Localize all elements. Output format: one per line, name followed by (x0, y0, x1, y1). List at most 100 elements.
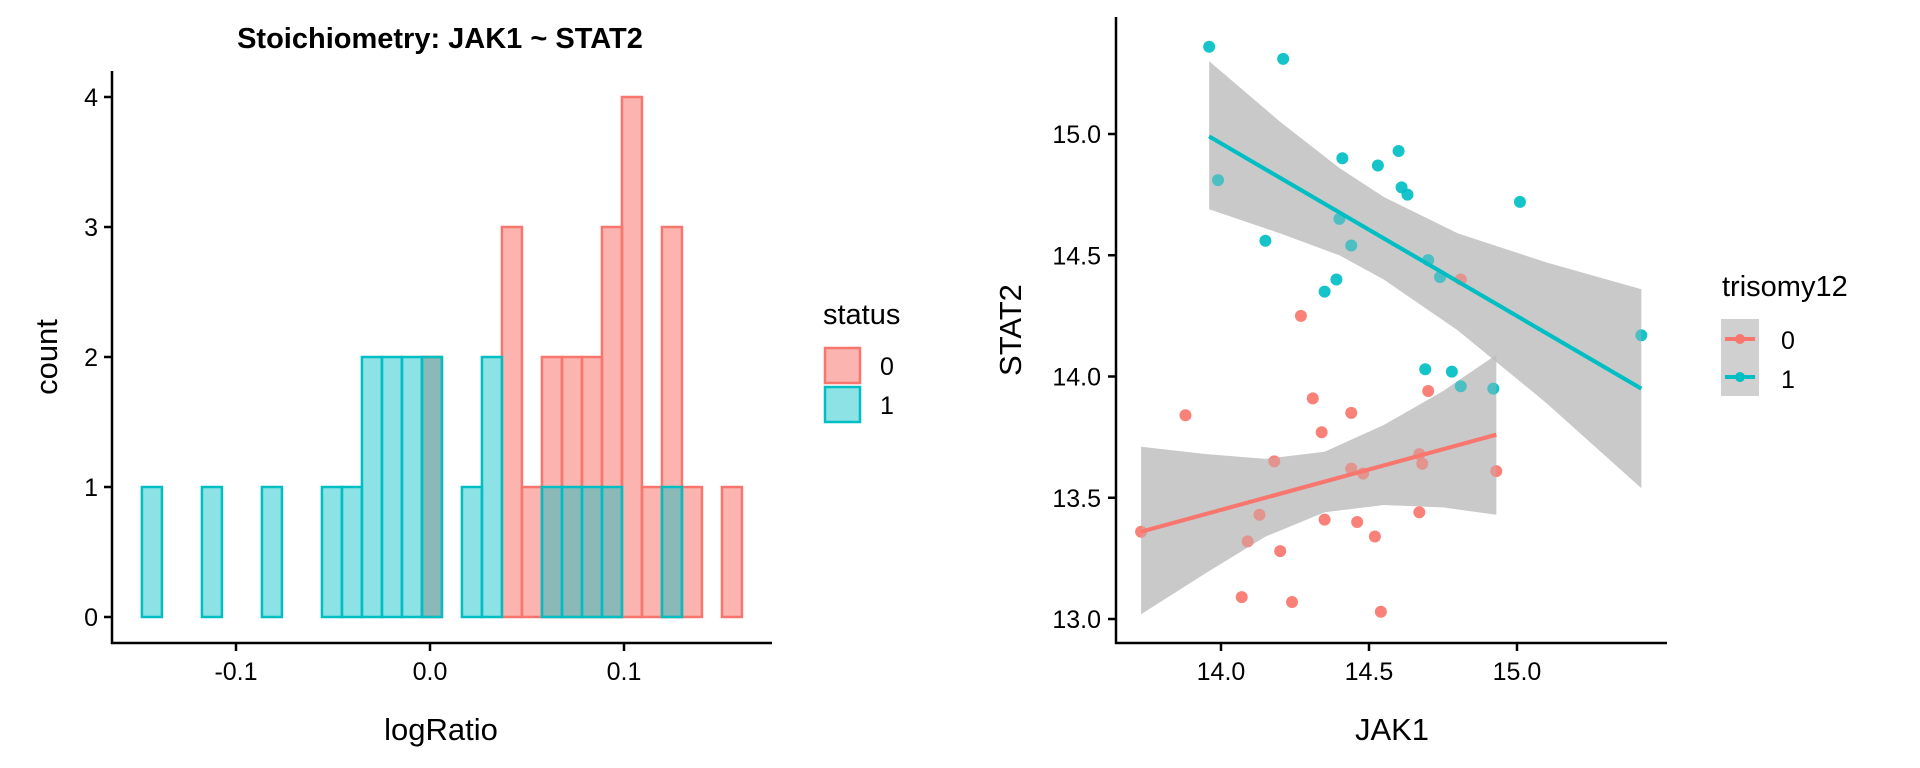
trisomy12-legend-label-1: 1 (1781, 366, 1795, 394)
histogram-x-tick-label: -0.1 (214, 658, 257, 686)
histogram-y-tick-label: 0 (84, 604, 98, 632)
scatter-y-axis-title: STAT2 (993, 284, 1028, 376)
scatter-x-tick-label: 14.5 (1345, 658, 1394, 686)
histogram-bar (640, 485, 664, 619)
data-point (1513, 195, 1526, 208)
trisomy12-legend: trisomy12 0 1 (1721, 271, 1848, 396)
data-point (1416, 457, 1429, 470)
data-point (1454, 380, 1467, 393)
histogram-bar (560, 485, 584, 619)
status-legend-label-1: 1 (880, 392, 894, 420)
trisomy12-legend-point-0 (1735, 334, 1745, 344)
histogram-bar (420, 355, 444, 619)
scatter-panel: 13.0 13.5 14.0 14.5 15.0 14.0 14.5 15.0 JAK1 S… (993, 17, 1848, 747)
data-point (1374, 605, 1387, 618)
data-point (1336, 152, 1349, 165)
histogram-x-tick-label: 0.1 (607, 658, 642, 686)
scatter-y-ticks: 13.0 13.5 14.0 14.5 15.0 (1052, 121, 1116, 634)
fit-line-top-0 (1140, 432, 1497, 534)
histogram-y-tick-label: 3 (84, 214, 98, 242)
trisomy12-legend-title: trisomy12 (1722, 271, 1848, 303)
data-point (1253, 508, 1266, 521)
data-point (1419, 363, 1432, 376)
trisomy12-legend-label-0: 0 (1781, 327, 1795, 355)
status-legend-title: status (823, 299, 900, 331)
scatter-x-tick-label: 15.0 (1493, 658, 1542, 686)
data-point (1345, 406, 1358, 419)
scatter-y-tick-label: 13.5 (1052, 485, 1101, 513)
histogram-bar (140, 485, 164, 619)
data-point (1203, 40, 1216, 53)
histogram-y-tick-label: 4 (84, 84, 98, 112)
histogram-y-tick-label: 2 (84, 344, 98, 372)
data-point (1318, 513, 1331, 526)
data-point (1235, 591, 1248, 604)
data-point (1368, 530, 1381, 543)
histogram-bar (320, 485, 344, 619)
histogram-x-axis-title: logRatio (384, 712, 498, 747)
data-point (1422, 385, 1435, 398)
data-point (1401, 188, 1414, 201)
scatter-x-tick-label: 14.0 (1197, 658, 1246, 686)
data-point (1277, 52, 1290, 65)
data-point (1259, 234, 1272, 247)
histogram-bar (200, 485, 224, 619)
histogram-bars (140, 95, 744, 619)
fit-line-top-1 (1208, 134, 1643, 391)
status-legend: status 0 1 (823, 299, 900, 424)
histogram-title: Stoichiometry: JAK1 ~ STAT2 (237, 23, 643, 55)
histogram-bar (480, 355, 504, 619)
scatter-y-tick-label: 13.0 (1052, 606, 1101, 634)
histogram-y-ticks: 0 1 2 3 4 (84, 84, 112, 632)
data-point (1413, 506, 1426, 519)
data-point (1241, 535, 1254, 548)
data-point (1487, 382, 1500, 395)
data-point (1306, 392, 1319, 405)
data-point (1294, 309, 1307, 322)
status-legend-label-0: 0 (880, 353, 894, 381)
histogram-y-tick-label: 1 (84, 474, 98, 502)
trisomy12-legend-point-1 (1735, 372, 1745, 382)
data-point (1330, 273, 1343, 286)
histogram-bar (580, 485, 604, 619)
histogram-panel: Stoichiometry: JAK1 ~ STAT2 0 1 2 3 4 -0.1 0.… (29, 23, 900, 747)
data-point (1490, 465, 1503, 478)
scatter-points (1135, 40, 1648, 618)
histogram-bar (260, 485, 284, 619)
histogram-bar (520, 485, 544, 619)
histogram-x-tick-label: 0.0 (413, 658, 448, 686)
points-series-0 (1135, 273, 1503, 618)
histogram-bar (500, 225, 524, 619)
data-point (1268, 455, 1281, 468)
trisomy12-legend-key-bg (1721, 319, 1759, 396)
histogram-bar (600, 485, 624, 619)
scatter-y-tick-label: 14.0 (1052, 364, 1101, 392)
data-point (1345, 239, 1358, 252)
histogram-bar (340, 485, 364, 619)
data-point (1635, 329, 1648, 342)
data-point (1286, 596, 1299, 609)
data-point (1351, 516, 1364, 528)
data-point (1318, 285, 1331, 298)
histogram-bar (360, 355, 384, 619)
data-point (1371, 159, 1384, 172)
histogram-bar (680, 485, 704, 619)
scatter-x-ticks: 14.0 14.5 15.0 (1197, 643, 1542, 686)
data-point (1212, 174, 1225, 187)
histogram-y-axis-title: count (29, 319, 64, 395)
histogram-bar (660, 485, 684, 619)
data-point (1179, 409, 1192, 422)
scatter-x-axis-title: JAK1 (1355, 712, 1429, 747)
histogram-bar (400, 355, 424, 619)
data-point (1392, 144, 1405, 157)
points-series-1 (1203, 40, 1648, 395)
confidence-ribbon-1 (1209, 61, 1642, 489)
data-point (1445, 365, 1458, 378)
histogram-bar (380, 355, 404, 619)
status-legend-key-0 (823, 346, 862, 385)
scatter-y-tick-label: 14.5 (1052, 242, 1101, 270)
histogram-bar (540, 485, 564, 619)
scatter-y-tick-label: 15.0 (1052, 121, 1101, 149)
histogram-x-ticks: -0.1 0.0 0.1 (214, 643, 641, 686)
